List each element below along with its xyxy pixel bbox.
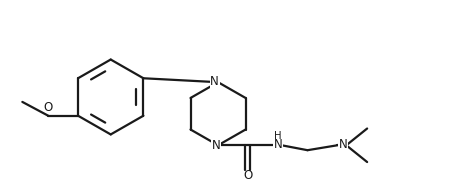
Text: N: N — [339, 138, 348, 151]
Text: O: O — [243, 169, 253, 182]
Text: N: N — [274, 138, 283, 151]
Text: H: H — [274, 131, 282, 141]
Text: N: N — [210, 75, 219, 88]
Text: O: O — [44, 101, 53, 114]
Text: N: N — [212, 139, 220, 152]
